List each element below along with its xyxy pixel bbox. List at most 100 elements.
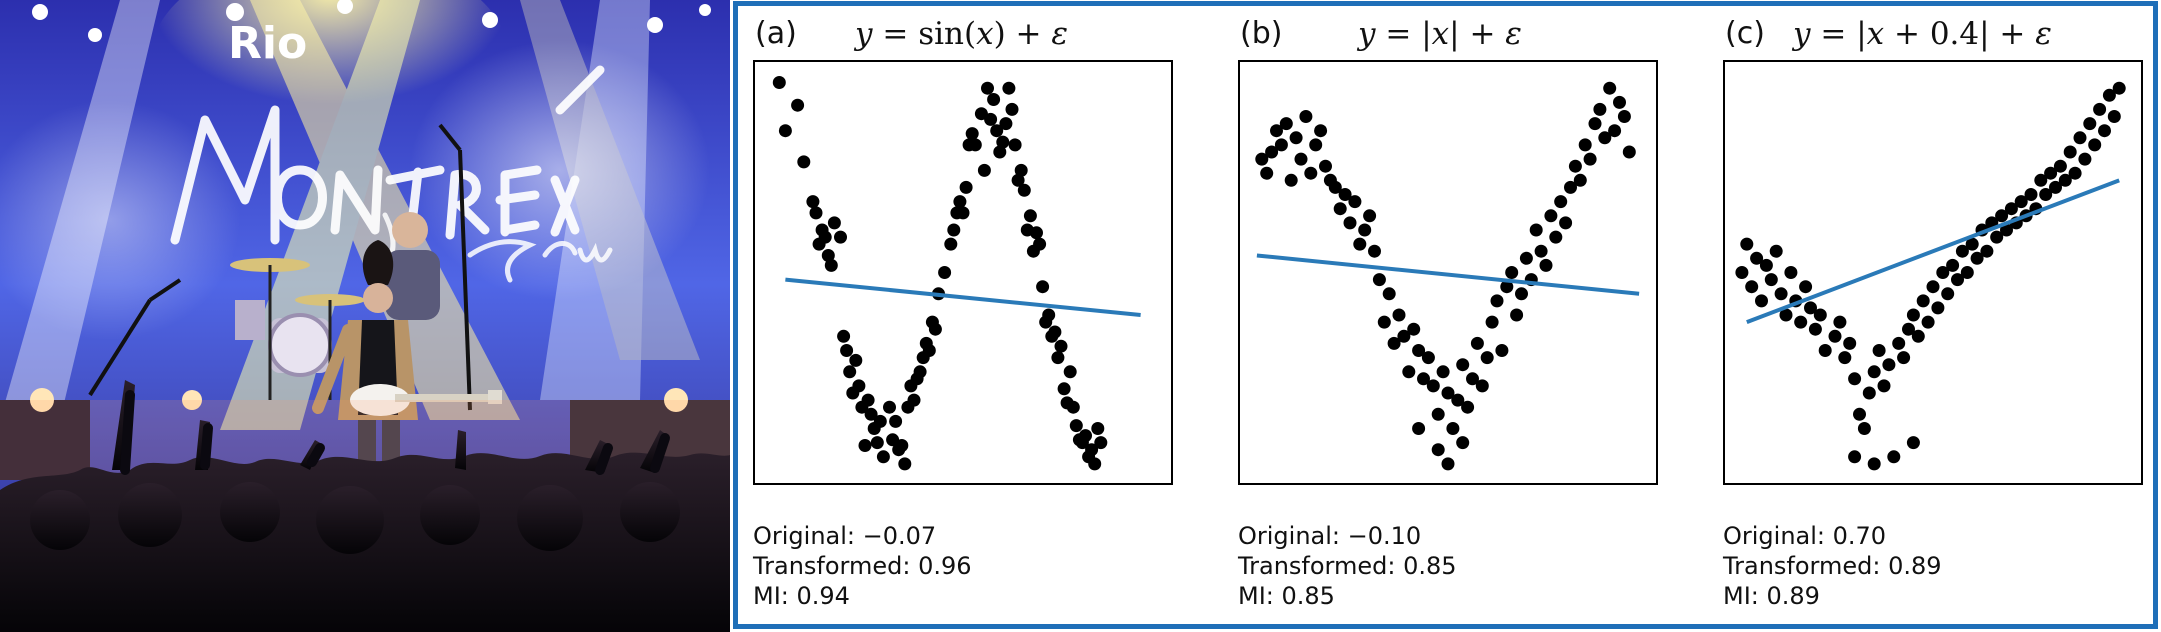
data-point [2058,173,2072,187]
eq-lhs: y [1793,16,1811,52]
data-point [1622,145,1636,159]
subplot-a: (a) y = sin(x) + ε Original: −0.07 Trans… [738,6,1198,624]
concert-photo: Rio [0,0,730,632]
subplot-label: (b) [1240,16,1283,51]
subplot-equation: y = |x| + ε [1358,16,1522,52]
data-point [1441,457,1455,471]
data-point [1036,280,1050,294]
data-point [1902,322,1915,336]
data-point [1358,223,1372,237]
data-point [2049,180,2062,194]
plot-frame [753,60,1173,485]
data-point [1057,382,1071,396]
data-point [883,400,896,414]
data-point [1382,287,1396,301]
data-point [1426,379,1440,393]
data-point [2068,166,2082,180]
data-point [1387,336,1401,350]
data-point [1368,244,1381,258]
data-point [1603,81,1617,95]
data-point [1946,258,1960,272]
data-point [953,195,967,209]
data-point [840,344,854,357]
data-point [2039,188,2053,201]
eq-lhs: y [855,16,873,52]
stat-original: Original: 0.70 [1723,522,1887,550]
mic-stands [88,123,472,411]
data-point [1867,457,1881,471]
data-point [1066,400,1080,414]
subplot-label: (a) [755,16,797,51]
data-point [1794,315,1808,329]
regression-line [1746,178,2120,324]
data-point [1573,173,1587,187]
data-point [984,112,998,126]
data-point [1515,287,1528,301]
data-point [1529,223,1543,237]
data-point [1079,429,1092,443]
data-point [938,266,952,279]
data-point [1774,287,1788,301]
data-point [990,124,1004,138]
data-point [791,98,805,112]
data-point [1284,173,1298,187]
data-point [1255,152,1269,166]
montreux-logo-script [170,65,605,245]
data-point [1784,266,1798,279]
eq-shift: + 0.4 [1884,16,1980,52]
data-point [1799,280,1813,294]
stat-mi: MI: 0.89 [1723,582,1820,610]
data-point [1033,237,1047,251]
data-point [1995,209,2009,223]
eq-equals: = [1810,16,1857,52]
eq-open: ( [964,16,977,52]
data-point [1892,336,1906,350]
data-point [1088,457,1102,471]
data-point [843,365,857,379]
data-point [1017,183,1031,197]
data-point [2102,88,2116,102]
data-point [1265,145,1279,159]
data-point [1593,102,1607,116]
data-point [1804,301,1817,315]
data-point [2004,202,2018,216]
data-points [772,76,1108,471]
data-point [1916,294,1930,308]
eq-bar-right: | [1979,16,1990,52]
data-point [2107,110,2121,123]
data-point [1402,365,1416,379]
data-point [1270,124,1283,138]
data-point [1069,419,1083,433]
data-point [1745,280,1759,294]
data-point [1421,351,1435,365]
data-point [987,93,1001,106]
data-point [1314,124,1328,138]
data-point [895,439,909,452]
data-point [1456,436,1470,450]
data-point [1353,237,1367,251]
data-point [968,138,982,152]
data-point [876,450,890,464]
data-point [1274,138,1288,152]
eq-var: x [1431,16,1450,52]
data-point [1485,315,1499,329]
plot-frame [1723,60,2143,485]
data-point [1397,329,1411,343]
data-point [1960,266,1974,279]
data-point [1539,258,1553,272]
data-point [1808,322,1822,336]
data-points [1735,81,2126,471]
subplot-label: (c) [1725,16,1765,51]
data-point [2083,117,2097,131]
eq-lhs: y [1358,16,1376,52]
data-point [1319,159,1332,173]
data-point [1412,344,1426,357]
data-point [1926,280,1940,294]
eq-equals: = [872,16,919,52]
subplot-equation: y = sin(x) + ε [855,16,1068,52]
stat-mi: MI: 0.94 [753,582,850,610]
data-points [1255,81,1636,471]
data-point [1343,216,1357,230]
data-point [1480,351,1494,365]
data-point [1843,336,1857,350]
